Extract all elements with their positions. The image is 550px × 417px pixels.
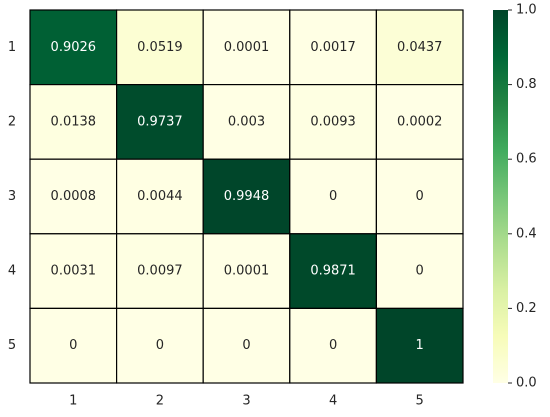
colorbar-tick-label: 1.0 [516, 3, 537, 18]
y-tick-label: 4 [8, 264, 16, 279]
heatmap-cell [289, 158, 377, 235]
heatmap-cell [29, 83, 118, 160]
cell-label: 0 [69, 338, 77, 353]
y-tick-label: 3 [8, 189, 16, 204]
x-tick-label: 5 [416, 394, 424, 409]
cell-label: 0.0001 [224, 40, 270, 55]
cell-label: 0 [329, 189, 337, 204]
cell-label: 0.0002 [397, 114, 443, 129]
cell-label: 0.0097 [137, 264, 183, 279]
x-tick-label: 1 [69, 394, 77, 409]
cell-label: 0.0001 [224, 264, 270, 279]
colorbar-tick-label: 0.2 [516, 301, 537, 316]
heatmap-cell [29, 9, 118, 86]
heatmap-cell [29, 233, 118, 310]
cell-label: 0.0437 [397, 40, 443, 55]
cell-label: 0.0093 [310, 114, 356, 129]
x-tick-label: 2 [156, 394, 164, 409]
heatmap-cell [375, 158, 464, 235]
heatmap-cell [115, 9, 204, 86]
heatmap-cell [115, 307, 204, 384]
cell-label: 0 [416, 189, 424, 204]
heatmap-cell [29, 307, 118, 384]
cell-label: 0.9948 [224, 189, 270, 204]
cell-label: 1 [416, 338, 424, 353]
cell-label: 0.9737 [137, 114, 183, 129]
heatmap-cell [202, 307, 291, 384]
x-tick-label: 3 [242, 394, 250, 409]
cell-label: 0.9871 [310, 264, 356, 279]
cell-label: 0.0008 [51, 189, 97, 204]
cell-label: 0 [242, 338, 250, 353]
heatmap-cell [202, 233, 291, 310]
cell-label: 0.0017 [310, 40, 356, 55]
cell-label: 0.9026 [51, 40, 97, 55]
heatmap-cell [202, 9, 291, 86]
heatmap-cell [375, 233, 464, 310]
cell-label: 0.0138 [51, 114, 97, 129]
y-tick-label: 2 [8, 114, 16, 129]
colorbar [493, 10, 508, 383]
heatmap-cell [289, 233, 377, 310]
heatmap-cell [375, 307, 464, 384]
cell-label: 0 [416, 264, 424, 279]
colorbar-tick-label: 0.4 [516, 226, 537, 241]
cell-label: 0.0519 [137, 40, 183, 55]
cell-label: 0 [329, 338, 337, 353]
y-tick-label: 5 [8, 338, 16, 353]
cell-label: 0 [156, 338, 164, 353]
cell-label: 0.0031 [51, 264, 97, 279]
y-tick-label: 1 [8, 40, 16, 55]
heatmap-cell [289, 9, 377, 86]
cell-label: 0.003 [228, 114, 265, 129]
colorbar-tick-label: 0.6 [516, 152, 537, 167]
cell-label: 0.0044 [137, 189, 183, 204]
heatmap-cell [375, 83, 464, 160]
heatmap-cell [115, 233, 204, 310]
heatmap-cell [202, 83, 291, 160]
colorbar-tick-label: 0.8 [516, 77, 537, 92]
x-tick-label: 4 [329, 394, 337, 409]
colorbar-tick-label: 0.0 [516, 376, 537, 391]
heatmap-cell [115, 158, 204, 235]
